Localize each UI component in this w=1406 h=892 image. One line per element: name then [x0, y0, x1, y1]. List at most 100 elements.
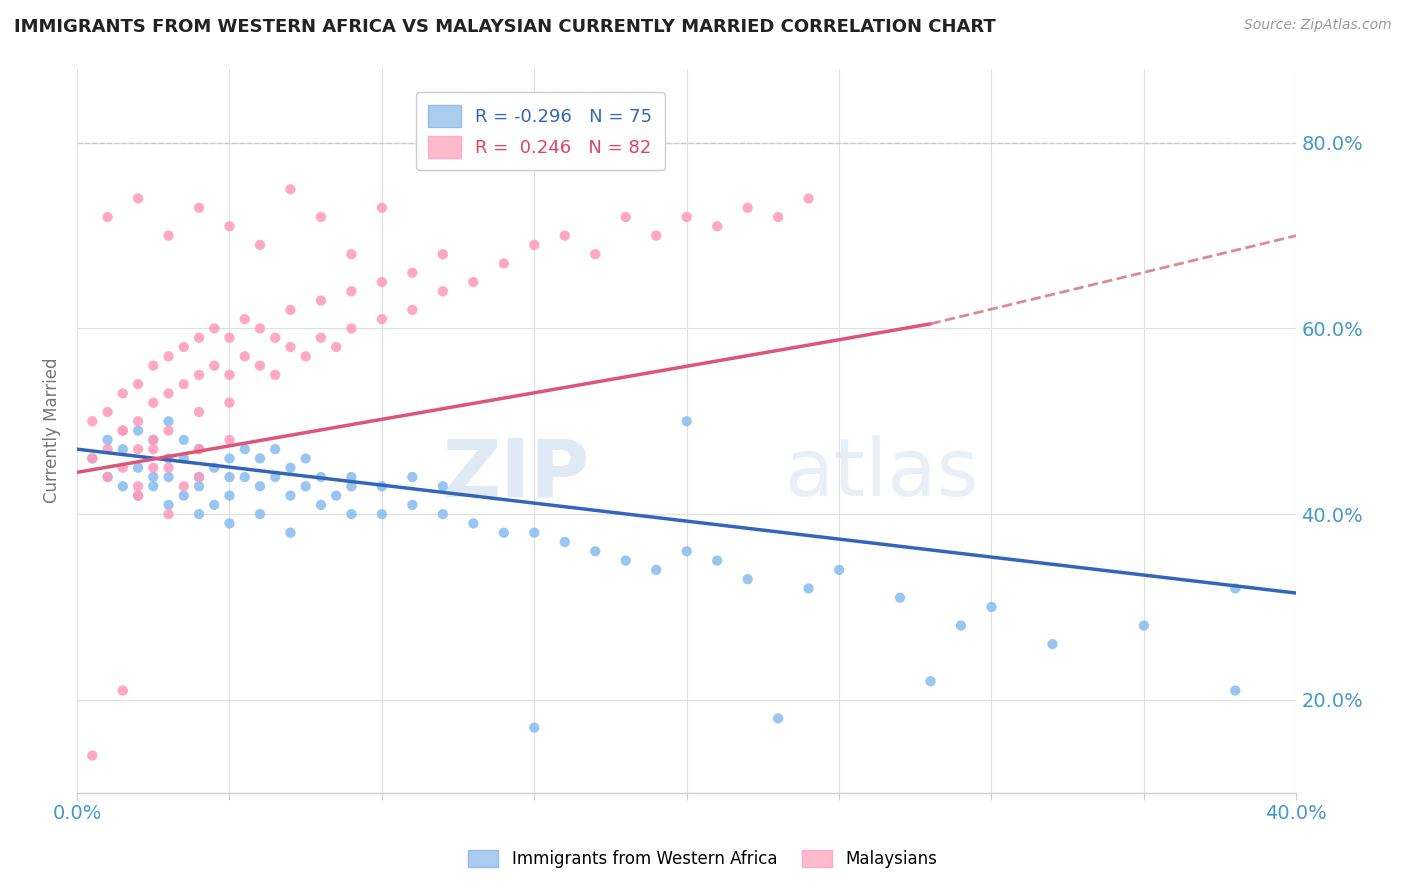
Point — [325, 489, 347, 503]
Point — [127, 192, 149, 206]
Point — [554, 228, 576, 243]
Point — [401, 302, 423, 317]
Point — [97, 442, 120, 457]
Point — [111, 479, 134, 493]
Point — [157, 414, 180, 428]
Point — [737, 201, 759, 215]
Text: Source: ZipAtlas.com: Source: ZipAtlas.com — [1244, 18, 1392, 32]
Point — [188, 331, 211, 345]
Point — [157, 424, 180, 438]
Point — [583, 247, 606, 261]
Point — [340, 470, 363, 484]
Point — [142, 479, 165, 493]
Point — [523, 238, 546, 252]
Point — [797, 582, 820, 596]
Point — [1225, 683, 1247, 698]
Point — [264, 368, 287, 382]
Point — [233, 349, 256, 363]
Point — [920, 674, 942, 689]
Point — [249, 321, 271, 335]
Point — [97, 210, 120, 224]
Point — [371, 507, 394, 521]
Point — [523, 721, 546, 735]
Point — [157, 228, 180, 243]
Point — [202, 498, 225, 512]
Point — [645, 228, 668, 243]
Point — [645, 563, 668, 577]
Point — [127, 442, 149, 457]
Point — [188, 405, 211, 419]
Point — [157, 386, 180, 401]
Text: IMMIGRANTS FROM WESTERN AFRICA VS MALAYSIAN CURRENTLY MARRIED CORRELATION CHART: IMMIGRANTS FROM WESTERN AFRICA VS MALAYS… — [14, 18, 995, 36]
Point — [127, 489, 149, 503]
Point — [264, 442, 287, 457]
Point — [142, 359, 165, 373]
Point — [173, 433, 195, 447]
Point — [280, 182, 302, 196]
Point — [737, 572, 759, 586]
Point — [97, 405, 120, 419]
Point — [949, 618, 972, 632]
Point — [309, 210, 332, 224]
Point — [202, 359, 225, 373]
Point — [294, 349, 316, 363]
Point — [157, 451, 180, 466]
Point — [142, 396, 165, 410]
Point — [218, 368, 240, 382]
Point — [142, 442, 165, 457]
Point — [463, 516, 485, 531]
Point — [218, 396, 240, 410]
Point — [766, 210, 789, 224]
Point — [432, 285, 454, 299]
Point — [432, 247, 454, 261]
Point — [82, 414, 104, 428]
Point — [280, 340, 302, 354]
Point — [157, 507, 180, 521]
Point — [401, 470, 423, 484]
Point — [980, 599, 1002, 614]
Point — [111, 424, 134, 438]
Point — [142, 433, 165, 447]
Y-axis label: Currently Married: Currently Married — [44, 358, 60, 503]
Point — [218, 331, 240, 345]
Point — [583, 544, 606, 558]
Point — [218, 470, 240, 484]
Point — [249, 238, 271, 252]
Point — [675, 544, 697, 558]
Point — [371, 275, 394, 289]
Point — [492, 256, 515, 270]
Legend: Immigrants from Western Africa, Malaysians: Immigrants from Western Africa, Malaysia… — [461, 843, 945, 875]
Point — [173, 340, 195, 354]
Point — [127, 479, 149, 493]
Point — [157, 498, 180, 512]
Point — [309, 498, 332, 512]
Point — [202, 321, 225, 335]
Point — [111, 386, 134, 401]
Point — [82, 451, 104, 466]
Point — [797, 192, 820, 206]
Point — [1042, 637, 1064, 651]
Point — [97, 470, 120, 484]
Point — [371, 312, 394, 326]
Point — [127, 414, 149, 428]
Point — [675, 414, 697, 428]
Point — [492, 525, 515, 540]
Point — [340, 285, 363, 299]
Point — [218, 489, 240, 503]
Point — [401, 266, 423, 280]
Point — [432, 507, 454, 521]
Point — [280, 460, 302, 475]
Point — [264, 331, 287, 345]
Point — [173, 479, 195, 493]
Point — [173, 451, 195, 466]
Point — [188, 201, 211, 215]
Point — [188, 479, 211, 493]
Point — [280, 302, 302, 317]
Point — [127, 377, 149, 392]
Point — [188, 470, 211, 484]
Point — [142, 433, 165, 447]
Text: ZIP: ZIP — [441, 435, 589, 513]
Point — [127, 460, 149, 475]
Point — [340, 247, 363, 261]
Point — [463, 275, 485, 289]
